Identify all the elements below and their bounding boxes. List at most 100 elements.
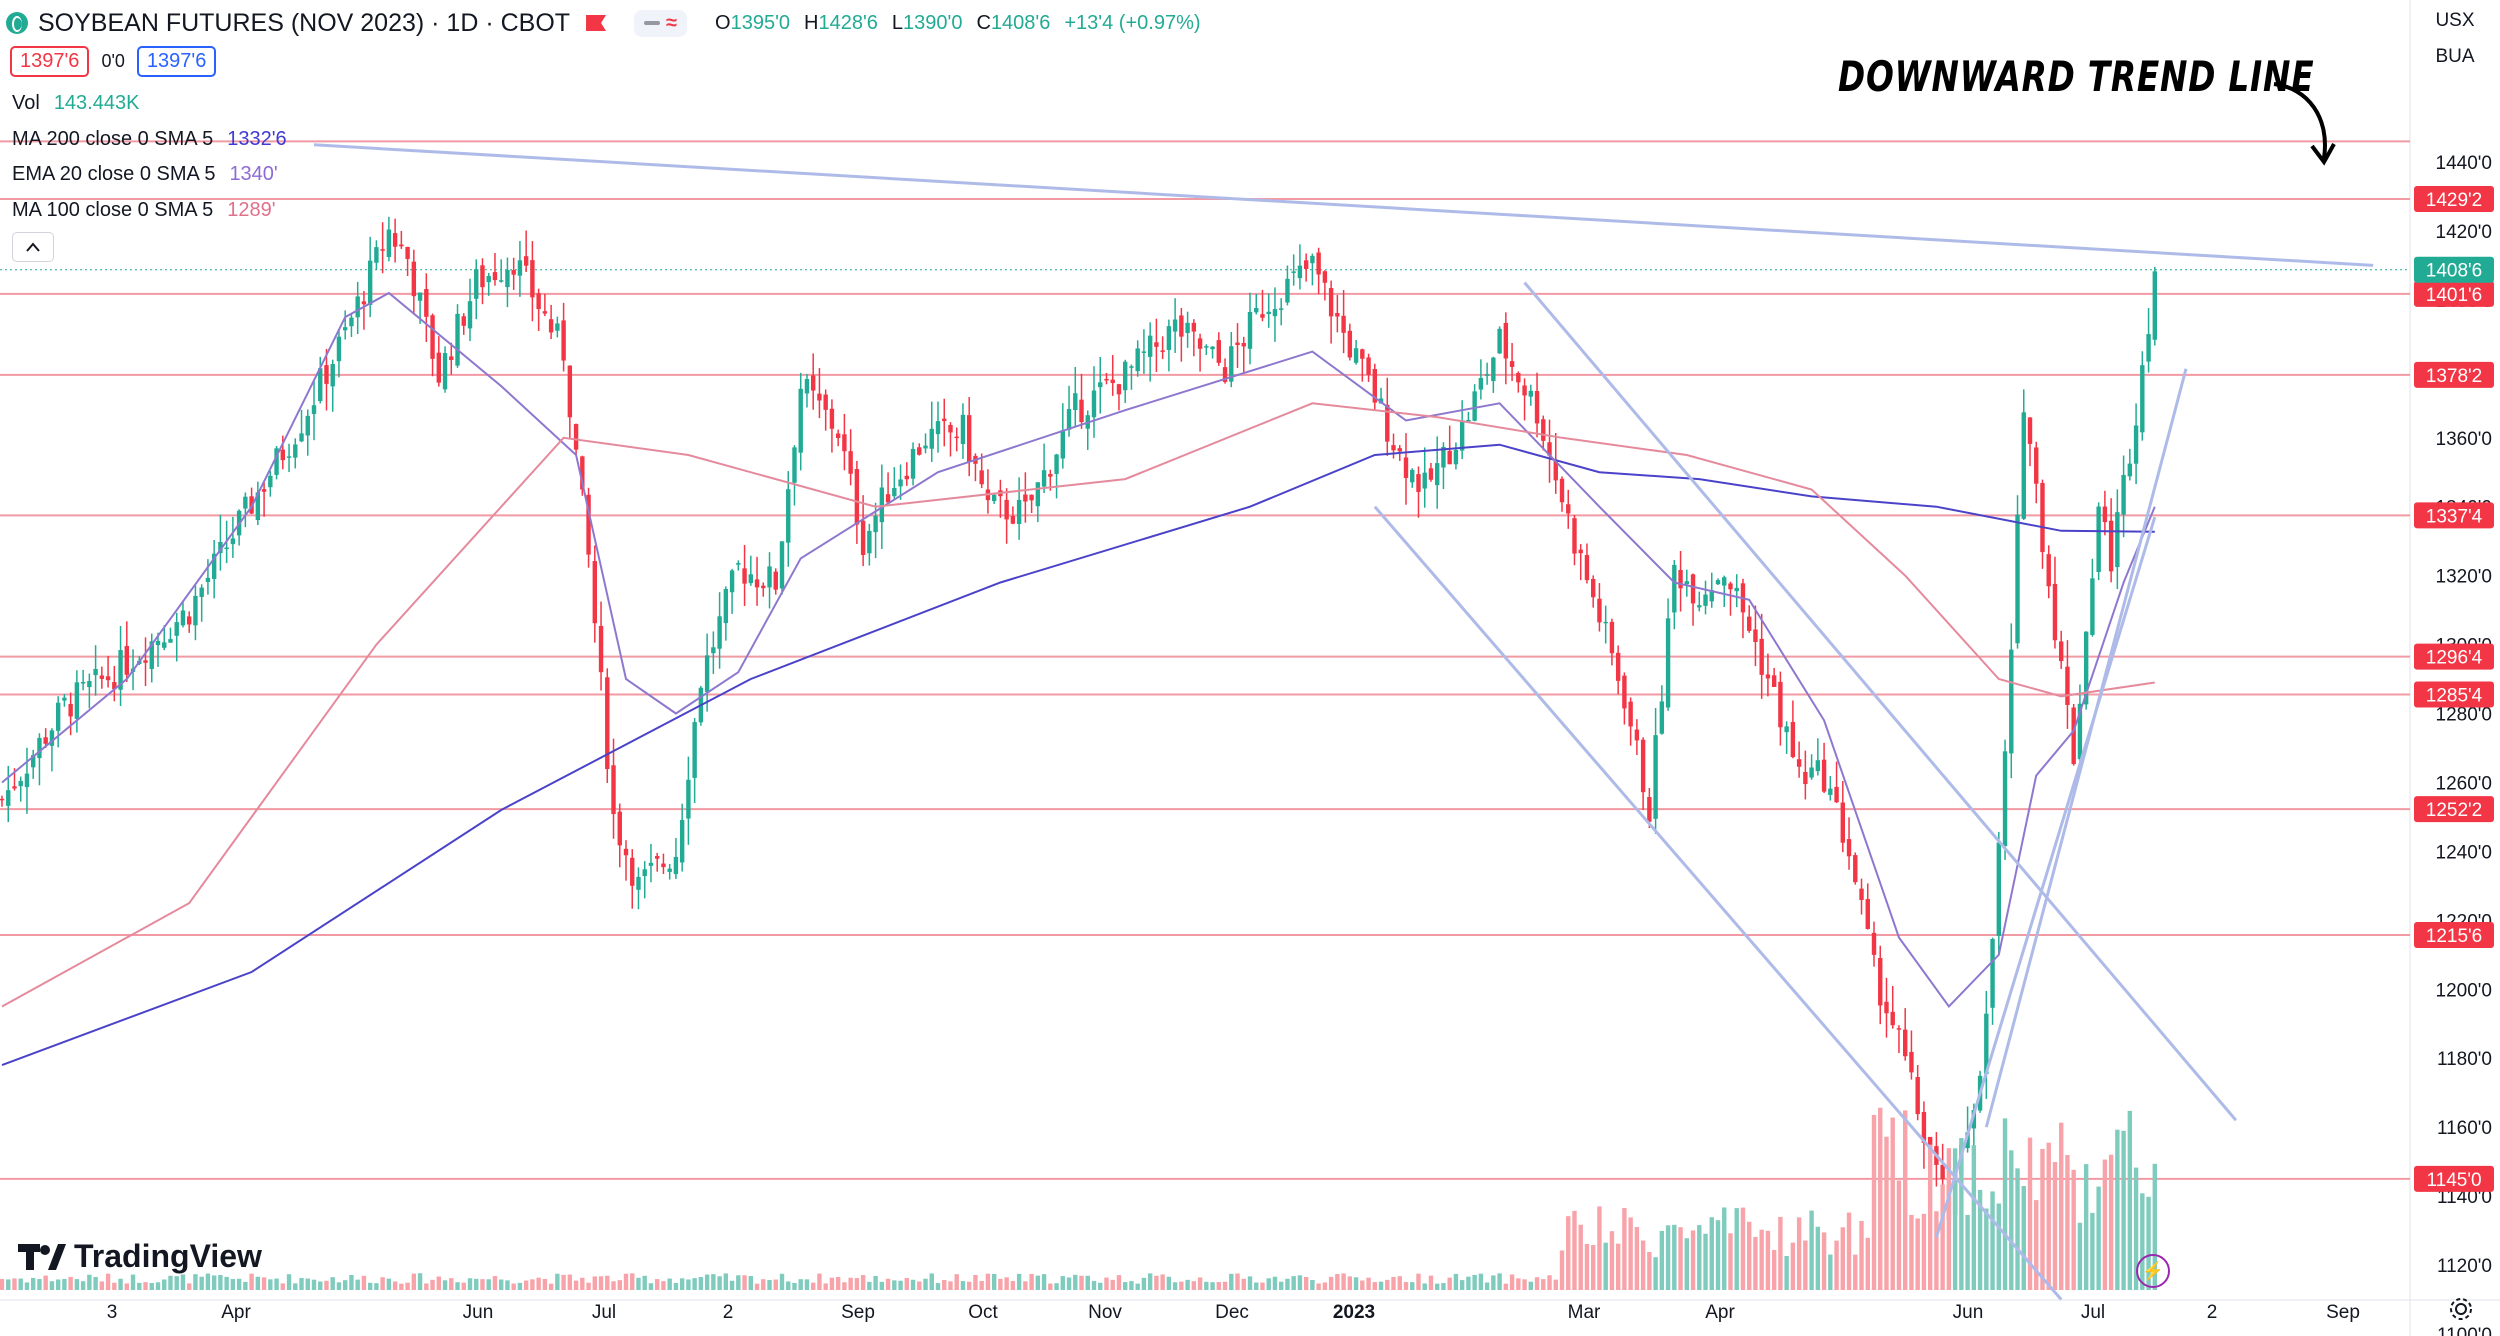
chart-style-pill[interactable]: ≈ [634, 9, 688, 37]
volume-bar [1927, 1144, 1933, 1290]
volume-bar [1709, 1217, 1714, 1290]
time-tick-label: Oct [968, 1302, 998, 1323]
candle-body [548, 319, 554, 333]
candle-body [68, 703, 73, 717]
volume-bar [548, 1283, 554, 1290]
candle-body [754, 579, 760, 588]
candle-body [835, 433, 841, 439]
volume-bar [2090, 1212, 2095, 1290]
volume-bar [367, 1282, 373, 1290]
candle-body [143, 660, 148, 663]
candle-body [1366, 357, 1371, 375]
buy-button[interactable]: 1397'6 [136, 46, 217, 77]
price-tick-label: 1240'0 [2436, 842, 2492, 863]
level-price-tag [2414, 643, 2494, 670]
candle-body [1016, 499, 1022, 525]
flag-icon[interactable] [586, 15, 607, 31]
volume-bar [817, 1273, 822, 1290]
volume-bar [1091, 1280, 1097, 1290]
volume-bar [1628, 1217, 1633, 1290]
candle-body [6, 790, 11, 806]
volume-bar [336, 1282, 342, 1290]
unit-selector[interactable]: BUA [2435, 46, 2475, 67]
candle-body [180, 610, 186, 626]
volume-bar [1129, 1281, 1134, 1290]
volume-bar [1397, 1276, 1402, 1290]
volume-bar [455, 1282, 460, 1290]
candle-body [1728, 583, 1733, 590]
volume-bar [93, 1276, 98, 1290]
volume-bar [1884, 1136, 1889, 1290]
volume-bar [286, 1274, 292, 1290]
candle-body [1609, 621, 1615, 654]
candle-body [573, 424, 579, 450]
candle-body [1703, 594, 1708, 606]
volume-bar [2077, 1222, 2083, 1290]
gear-icon[interactable] [2448, 1296, 2474, 1322]
symbol-title[interactable]: SOYBEAN FUTURES (NOV 2023) · 1D · CBOT [38, 8, 571, 37]
candle-body [1578, 549, 1583, 554]
level-price-label: 1429'2 [2426, 190, 2482, 211]
volume-bar [1846, 1212, 1852, 1290]
volume-bar [1079, 1275, 1084, 1290]
tradingview-logo[interactable]: TradingView [18, 1238, 262, 1275]
volume-bar [1179, 1281, 1184, 1290]
candle-body [555, 323, 560, 331]
volume-bar [1266, 1278, 1271, 1290]
volume-bar [386, 1278, 392, 1290]
candle-body [1634, 729, 1640, 741]
sell-button[interactable]: 1397'6 [10, 46, 90, 77]
moving-average-line [1, 402, 2155, 1008]
level-price-label: 1145'0 [2426, 1170, 2481, 1191]
volume-bar [1890, 1117, 1895, 1290]
volume-bar [561, 1274, 566, 1290]
currency-selector[interactable]: USX [2435, 10, 2475, 31]
candle-body [1753, 629, 1758, 642]
volume-bar [1428, 1275, 1434, 1290]
volume-bar [991, 1274, 997, 1290]
candle-body [442, 353, 448, 390]
indicator-volume[interactable]: Vol 143.443K [12, 92, 140, 114]
candle-body [1640, 739, 1646, 793]
volume-bar [492, 1276, 498, 1290]
volume-bar [1921, 1213, 1927, 1290]
volume-bar [187, 1283, 192, 1290]
volume-bar [798, 1279, 803, 1290]
volume-bar [860, 1275, 866, 1290]
candle-body [1759, 638, 1764, 675]
volume-bar [773, 1279, 778, 1290]
volume-bar [1222, 1281, 1228, 1290]
volume-bar [6, 1279, 11, 1290]
volume-bar [505, 1280, 510, 1290]
volume-bar [1241, 1278, 1246, 1290]
volume-bar [667, 1278, 672, 1290]
volume-bar [1609, 1231, 1615, 1290]
collapse-indicators-button[interactable] [12, 232, 54, 262]
candle-body [1472, 391, 1477, 421]
candle-body [2102, 506, 2108, 523]
candle-body [1197, 338, 1203, 349]
time-tick-label: Jun [1953, 1302, 1984, 1323]
volume-bar [1372, 1282, 1377, 1290]
indicator-ma100[interactable]: MA 100 close 0 SMA 5 1289' [12, 199, 276, 221]
level-price-tag [2414, 921, 2494, 948]
indicator-ma200[interactable]: MA 200 close 0 SMA 5 1332'6 [12, 128, 287, 150]
volume-bar [2071, 1169, 2076, 1290]
candle-body [1279, 308, 1284, 310]
volume-bar [1534, 1277, 1540, 1290]
candle-body [455, 313, 460, 366]
flash-icon[interactable]: ⚡ [2136, 1254, 2170, 1288]
volume-bar [1116, 1275, 1122, 1290]
indicator-ema20[interactable]: EMA 20 close 0 SMA 5 1340' [12, 163, 278, 185]
candle-body [1210, 346, 1215, 350]
volume-bar [555, 1273, 560, 1290]
candle-body [1790, 721, 1796, 758]
volume-bar [1996, 1203, 2001, 1290]
volume-bar [1285, 1278, 1290, 1290]
volume-bar [230, 1279, 236, 1290]
candle-body [1185, 322, 1190, 334]
candle-body [243, 496, 248, 509]
level-price-tag [2414, 681, 2494, 708]
volume-bar [1578, 1224, 1583, 1290]
